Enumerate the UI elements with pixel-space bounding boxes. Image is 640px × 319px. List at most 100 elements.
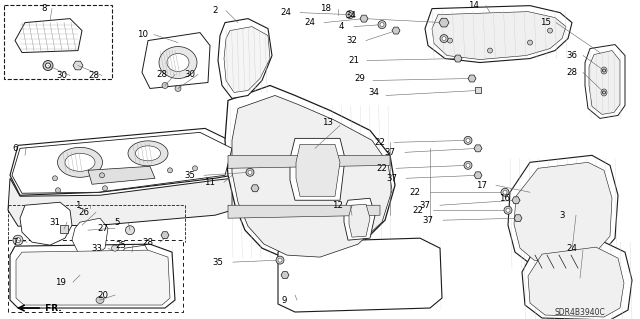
Ellipse shape <box>466 163 470 167</box>
Polygon shape <box>228 205 380 218</box>
Ellipse shape <box>248 170 252 174</box>
Text: 22: 22 <box>374 138 385 147</box>
Text: 3: 3 <box>559 211 564 220</box>
Polygon shape <box>468 75 476 82</box>
Ellipse shape <box>65 153 95 171</box>
FancyBboxPatch shape <box>475 87 481 93</box>
Text: 24: 24 <box>305 18 316 27</box>
Polygon shape <box>392 27 400 34</box>
FancyBboxPatch shape <box>4 5 112 79</box>
Ellipse shape <box>278 258 282 262</box>
Polygon shape <box>218 19 272 99</box>
Text: 28: 28 <box>566 68 577 77</box>
Polygon shape <box>10 244 175 308</box>
Ellipse shape <box>276 256 284 264</box>
Ellipse shape <box>15 238 20 243</box>
Text: 5: 5 <box>115 218 120 227</box>
Polygon shape <box>228 155 390 168</box>
Polygon shape <box>224 26 270 93</box>
Ellipse shape <box>442 37 446 41</box>
Text: 28: 28 <box>157 70 168 79</box>
Ellipse shape <box>111 245 118 251</box>
Text: 20: 20 <box>97 291 109 300</box>
Polygon shape <box>425 6 572 63</box>
Text: 25: 25 <box>115 241 127 250</box>
Polygon shape <box>296 145 340 196</box>
Polygon shape <box>12 132 232 193</box>
Text: 28: 28 <box>143 238 154 247</box>
Polygon shape <box>589 50 620 115</box>
Polygon shape <box>161 232 169 239</box>
Polygon shape <box>439 18 449 27</box>
Ellipse shape <box>128 141 168 166</box>
Text: 31: 31 <box>49 218 61 227</box>
Polygon shape <box>454 55 462 62</box>
Polygon shape <box>281 272 289 278</box>
Text: 32: 32 <box>346 36 358 45</box>
Ellipse shape <box>380 23 384 26</box>
Text: 33: 33 <box>92 244 102 253</box>
Text: 9: 9 <box>282 295 287 305</box>
Text: 37: 37 <box>387 174 397 183</box>
Text: 7: 7 <box>12 238 18 247</box>
Text: FR.: FR. <box>42 303 61 313</box>
Text: 37: 37 <box>419 201 431 210</box>
Ellipse shape <box>175 85 181 92</box>
Polygon shape <box>512 197 520 204</box>
Polygon shape <box>10 128 240 195</box>
Ellipse shape <box>447 38 452 43</box>
Ellipse shape <box>136 146 161 161</box>
Polygon shape <box>142 33 210 88</box>
Polygon shape <box>585 45 625 118</box>
Text: 13: 13 <box>323 118 333 127</box>
Ellipse shape <box>58 147 102 177</box>
Ellipse shape <box>348 13 352 17</box>
Ellipse shape <box>159 47 197 78</box>
Ellipse shape <box>167 54 189 71</box>
Ellipse shape <box>96 297 104 304</box>
Text: 37: 37 <box>385 148 396 157</box>
Ellipse shape <box>464 137 472 145</box>
Text: 22: 22 <box>413 206 424 215</box>
Polygon shape <box>522 240 632 319</box>
Ellipse shape <box>547 28 552 33</box>
Text: 19: 19 <box>54 278 65 286</box>
Polygon shape <box>73 61 83 70</box>
Ellipse shape <box>43 61 53 70</box>
Text: 24: 24 <box>280 8 291 17</box>
Text: 22: 22 <box>376 164 387 173</box>
Text: 6: 6 <box>12 144 18 153</box>
Text: 15: 15 <box>541 18 552 27</box>
Ellipse shape <box>527 40 532 45</box>
Text: 37: 37 <box>422 216 433 225</box>
Polygon shape <box>474 145 482 152</box>
Text: 34: 34 <box>346 11 356 20</box>
Text: 35: 35 <box>184 171 195 180</box>
Polygon shape <box>225 85 395 260</box>
Ellipse shape <box>440 34 448 42</box>
Polygon shape <box>251 185 259 192</box>
Ellipse shape <box>506 208 510 212</box>
Text: 2: 2 <box>212 6 218 15</box>
Polygon shape <box>232 95 392 257</box>
Text: 16: 16 <box>499 194 511 203</box>
Ellipse shape <box>125 226 134 235</box>
Ellipse shape <box>602 91 605 94</box>
Ellipse shape <box>102 186 108 191</box>
Text: 34: 34 <box>369 88 380 97</box>
Text: 30: 30 <box>184 70 195 79</box>
Polygon shape <box>514 215 522 222</box>
Ellipse shape <box>346 11 354 19</box>
Text: 11: 11 <box>205 178 216 187</box>
Text: 1: 1 <box>76 201 81 210</box>
Ellipse shape <box>99 173 104 178</box>
Polygon shape <box>72 218 108 255</box>
Ellipse shape <box>162 83 168 88</box>
Polygon shape <box>15 19 82 53</box>
Ellipse shape <box>601 67 607 74</box>
Text: 4: 4 <box>339 22 344 31</box>
Text: 14: 14 <box>468 1 479 10</box>
Polygon shape <box>508 155 618 268</box>
Ellipse shape <box>601 89 607 96</box>
Polygon shape <box>344 198 375 240</box>
